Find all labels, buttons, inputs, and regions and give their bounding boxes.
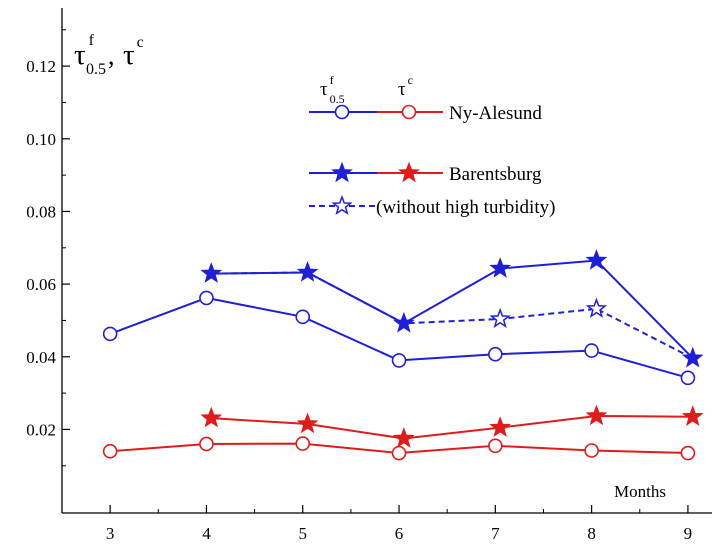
- y-axis-title-sup-c: c: [137, 34, 144, 51]
- legend-marker-bar-fine: [331, 161, 353, 183]
- legend-marker-ny-coarse: [401, 104, 417, 120]
- x-tick-label: 4: [202, 524, 211, 543]
- data-point: [489, 307, 511, 329]
- series-1: [102, 436, 696, 461]
- y-axis-title-tau-c: τ: [123, 39, 135, 71]
- data-point: [585, 249, 608, 270]
- legend-label-barentsburg: Barentsburg: [449, 164, 542, 185]
- y-tick-label: 0.04: [26, 348, 56, 367]
- data-point: [295, 309, 311, 325]
- x-tick-label: 5: [298, 524, 307, 543]
- data-point: [391, 445, 407, 461]
- data-point: [199, 290, 214, 306]
- data-point: [681, 346, 704, 368]
- data-point: [488, 346, 503, 362]
- series-2: [200, 249, 704, 368]
- ticks: 3 4 5 6 7 8 9 0.02 0.04 0.06 0.08 0.10 0.12: [26, 29, 693, 543]
- legend-item-without-high-turbidity: (without high turbidity): [309, 194, 555, 218]
- x-tick-label: 6: [395, 524, 404, 543]
- data-point: [199, 436, 214, 452]
- legend-header-sup-c: c: [408, 73, 413, 87]
- x-tick-label: 3: [106, 524, 115, 543]
- legend-header-sup-f: f: [330, 73, 334, 87]
- data-point: [585, 297, 608, 318]
- legend-item-barentsburg: Barentsburg: [309, 161, 542, 185]
- data-point: [102, 326, 118, 342]
- y-tick-label: 0.06: [26, 275, 56, 294]
- data-point: [680, 370, 696, 386]
- data-point: [584, 343, 599, 358]
- y-axis-title-separator: ,: [108, 41, 121, 70]
- series-line: [211, 259, 694, 359]
- series-0: [102, 290, 696, 386]
- data-point: [102, 443, 118, 459]
- data-point: [585, 404, 608, 426]
- data-point: [392, 311, 415, 333]
- data-point: [296, 412, 319, 434]
- legend-marker-ny-fine: [334, 104, 350, 120]
- data-point: [392, 427, 415, 448]
- data-point: [489, 257, 512, 278]
- series-3: [200, 404, 704, 448]
- data-point: [296, 261, 319, 282]
- y-axis-title-sup-f: f: [89, 32, 95, 49]
- data-point: [200, 262, 223, 283]
- x-tick-label: 7: [491, 524, 500, 543]
- y-tick-label: 0.08: [26, 202, 56, 221]
- axes: [61, 8, 712, 514]
- x-tick-label: 9: [684, 524, 693, 543]
- y-tick-label: 0.12: [26, 57, 56, 76]
- y-tick-label: 0.10: [26, 130, 56, 149]
- legend-header-sub: 0.5: [330, 92, 345, 106]
- legend-header-tau-c: τ: [398, 79, 406, 100]
- legend-marker-without-turbidity: [331, 194, 353, 216]
- series-line: [211, 414, 693, 440]
- y-axis-title-sub: 0.5: [86, 61, 106, 78]
- x-axis-title: Months: [614, 482, 666, 501]
- data-point: [489, 416, 512, 437]
- legend-label-without-high-turbidity: (without high turbidity): [376, 197, 555, 218]
- data-point: [295, 436, 311, 451]
- x-tick-label: 8: [587, 524, 596, 543]
- legend-header-fine: τ f 0.5: [320, 73, 345, 106]
- legend: Ny-Alesund Barentsburg (without high tur…: [309, 103, 555, 218]
- y-axis-title-tau-f: τ: [74, 39, 86, 71]
- legend-item-ny-alesund: Ny-Alesund: [309, 103, 542, 124]
- series-layer: [102, 249, 704, 461]
- data-point: [200, 406, 223, 428]
- legend-header-tau-f: τ: [320, 79, 328, 100]
- y-tick-label: 0.02: [26, 420, 56, 439]
- legend-marker-bar-coarse: [398, 161, 420, 183]
- data-point: [680, 445, 696, 461]
- data-point: [391, 353, 407, 368]
- data-point: [681, 405, 704, 426]
- legend-label-ny-alesund: Ny-Alesund: [449, 103, 542, 124]
- data-point: [584, 443, 599, 458]
- data-point: [488, 438, 503, 454]
